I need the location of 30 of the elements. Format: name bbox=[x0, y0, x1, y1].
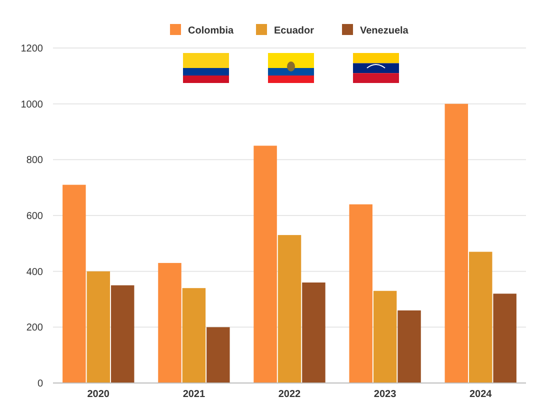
x-tick-label: 2022 bbox=[278, 389, 302, 400]
y-tick-label: 1200 bbox=[20, 44, 44, 54]
y-tick-label: 600 bbox=[26, 211, 44, 222]
y-tick-label: 800 bbox=[26, 155, 44, 166]
bar bbox=[349, 204, 372, 383]
legend-label: Ecuador bbox=[274, 26, 314, 36]
bar bbox=[302, 282, 326, 383]
bar bbox=[182, 288, 206, 383]
x-tick-label: 2020 bbox=[87, 389, 110, 400]
legend-label: Colombia bbox=[188, 26, 234, 36]
y-tick-label: 0 bbox=[37, 378, 44, 390]
y-tick-label: 200 bbox=[26, 322, 44, 334]
bar bbox=[62, 184, 86, 383]
legend-label: Venezuela bbox=[360, 26, 409, 36]
bar bbox=[86, 271, 110, 383]
bar bbox=[158, 262, 182, 383]
bar bbox=[373, 290, 397, 383]
x-tick-label: 2023 bbox=[374, 389, 397, 400]
bar bbox=[468, 252, 492, 383]
x-tick-label: 2021 bbox=[182, 389, 206, 400]
bar bbox=[110, 285, 134, 383]
x-tick-label: 2024 bbox=[469, 389, 492, 400]
bar bbox=[398, 310, 421, 383]
y-tick-label: 400 bbox=[26, 266, 44, 278]
bar bbox=[493, 294, 516, 383]
bar bbox=[206, 327, 230, 383]
bar bbox=[444, 104, 468, 383]
bar bbox=[278, 235, 302, 383]
bar bbox=[254, 146, 277, 383]
y-tick-label: 1000 bbox=[20, 99, 44, 110]
